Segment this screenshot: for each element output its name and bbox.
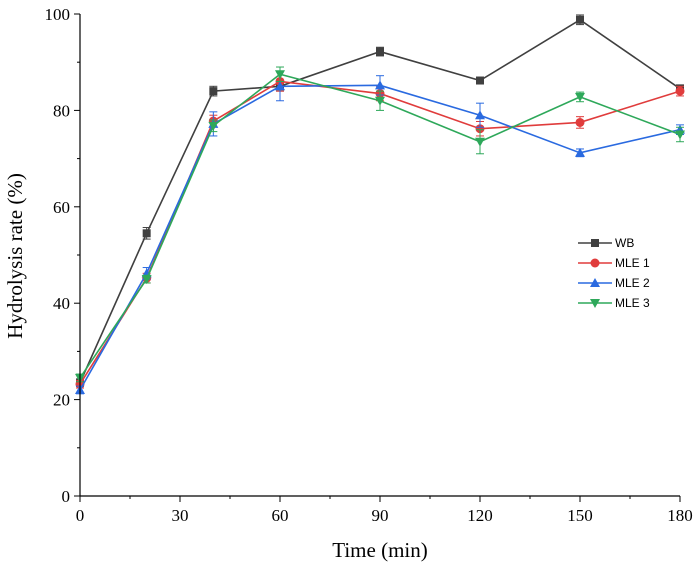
legend-marker bbox=[590, 278, 600, 287]
legend-marker bbox=[590, 299, 600, 308]
x-tick-label: 120 bbox=[467, 506, 493, 525]
legend-entry-wb: WB bbox=[578, 236, 634, 250]
y-tick-label: 80 bbox=[53, 101, 70, 120]
legend-marker bbox=[590, 258, 600, 268]
series-line-mle-1 bbox=[79, 80, 681, 385]
legend-label: MLE 3 bbox=[615, 296, 650, 310]
legend-marker bbox=[591, 239, 599, 247]
y-tick-label: 20 bbox=[53, 391, 70, 410]
data-point bbox=[475, 124, 485, 134]
data-point bbox=[375, 80, 385, 90]
data-point bbox=[475, 137, 485, 147]
legend-entry-mle-3: MLE 3 bbox=[578, 296, 650, 310]
series-line-mle-2 bbox=[79, 84, 681, 391]
series-mle-3 bbox=[75, 66, 685, 383]
y-tick-label: 40 bbox=[53, 294, 70, 313]
y-tick-label: 60 bbox=[53, 198, 70, 217]
x-tick-label: 0 bbox=[76, 506, 85, 525]
data-point bbox=[675, 130, 685, 140]
y-tick-label: 0 bbox=[62, 487, 71, 506]
data-point bbox=[209, 87, 218, 96]
data-point bbox=[476, 76, 484, 85]
data-point bbox=[475, 110, 485, 120]
x-tick-label: 180 bbox=[667, 506, 693, 525]
legend: WB MLE 1 MLE 2 MLE 3 bbox=[578, 236, 650, 310]
data-point bbox=[142, 229, 151, 238]
x-tick-label: 30 bbox=[172, 506, 189, 525]
plot-area bbox=[75, 14, 685, 395]
y-tick-label: 100 bbox=[45, 5, 71, 24]
legend-label: MLE 2 bbox=[615, 276, 650, 290]
data-point bbox=[675, 86, 685, 96]
data-point bbox=[575, 117, 585, 127]
data-point bbox=[208, 121, 219, 131]
y-axis-title: Hydrolysis rate (%) bbox=[3, 173, 27, 339]
series-mle-1 bbox=[75, 71, 685, 389]
legend-entry-mle-1: MLE 1 bbox=[578, 256, 650, 270]
series-line-mle-3 bbox=[79, 73, 681, 379]
data-point bbox=[576, 15, 584, 24]
series-line-wb bbox=[79, 18, 681, 384]
legend-label: MLE 1 bbox=[615, 256, 650, 270]
x-tick-label: 150 bbox=[567, 506, 593, 525]
x-tick-label: 60 bbox=[272, 506, 289, 525]
data-point bbox=[275, 81, 285, 91]
series-wb bbox=[76, 14, 684, 388]
legend-entry-mle-2: MLE 2 bbox=[578, 276, 650, 290]
data-point bbox=[575, 147, 585, 157]
x-tick-label: 90 bbox=[372, 506, 389, 525]
axes: 0 20 40 60 80 100 0 30 60 90 120 150 180 bbox=[45, 5, 693, 525]
data-point bbox=[575, 92, 585, 102]
data-point bbox=[141, 275, 152, 285]
legend-label: WB bbox=[615, 236, 634, 250]
x-axis-title: Time (min) bbox=[332, 538, 427, 562]
data-point bbox=[375, 96, 385, 106]
data-point bbox=[275, 70, 285, 80]
data-point bbox=[376, 47, 384, 56]
